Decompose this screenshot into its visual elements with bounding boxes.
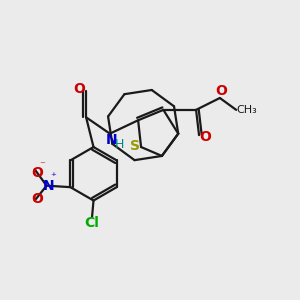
Text: N: N [106, 133, 117, 147]
Text: S: S [130, 139, 140, 152]
Text: ⁻: ⁻ [39, 160, 45, 170]
Text: O: O [74, 82, 86, 96]
Text: O: O [199, 130, 211, 144]
Text: ⁺: ⁺ [50, 172, 56, 182]
Text: CH₃: CH₃ [236, 105, 257, 115]
Text: O: O [31, 192, 43, 206]
Text: Cl: Cl [85, 216, 100, 230]
Text: H: H [115, 138, 124, 152]
Text: O: O [31, 166, 43, 180]
Text: N: N [42, 179, 54, 193]
Text: O: O [215, 84, 227, 98]
